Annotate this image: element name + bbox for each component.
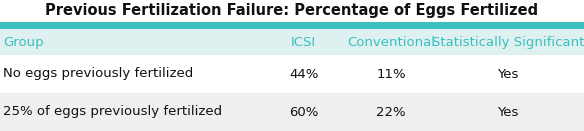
Text: No eggs previously fertilized: No eggs previously fertilized <box>3 67 193 81</box>
Text: Previous Fertilization Failure: Percentage of Eggs Fertilized: Previous Fertilization Failure: Percenta… <box>46 4 538 18</box>
Text: Conventional: Conventional <box>347 36 435 48</box>
Text: Group: Group <box>3 36 44 48</box>
Bar <box>0 29 584 55</box>
Bar <box>0 0 584 22</box>
Text: 44%: 44% <box>289 67 318 81</box>
Text: 11%: 11% <box>377 67 406 81</box>
Bar <box>0 93 584 131</box>
Text: 25% of eggs previously fertilized: 25% of eggs previously fertilized <box>3 105 222 119</box>
Bar <box>0 55 584 93</box>
Text: Statistically Significant: Statistically Significant <box>432 36 584 48</box>
Text: 22%: 22% <box>377 105 406 119</box>
Text: 60%: 60% <box>289 105 318 119</box>
Text: Yes: Yes <box>498 67 519 81</box>
Text: ICSI: ICSI <box>291 36 317 48</box>
Text: Yes: Yes <box>498 105 519 119</box>
Bar <box>0 22 584 29</box>
